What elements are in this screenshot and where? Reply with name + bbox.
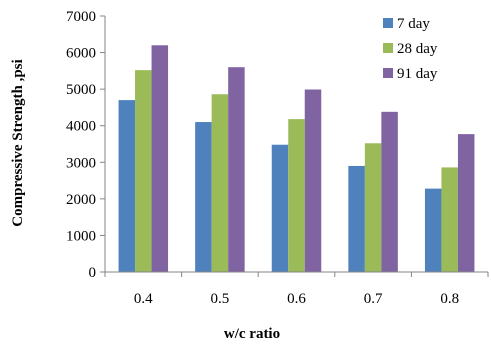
y-tick-label-4000: 4000 [66, 119, 96, 135]
y-tick-label-3000: 3000 [66, 155, 96, 171]
bar-91-day-0.4 [151, 45, 169, 273]
bars-group [118, 45, 475, 273]
legend-swatch-7-day [383, 18, 393, 28]
bar-7-day-0.4 [118, 100, 136, 272]
x-tick-label-0.4: 0.4 [134, 291, 153, 307]
y-tick-label-2000: 2000 [66, 192, 96, 208]
bar-7-day-0.8 [424, 188, 442, 272]
legend-swatch-91-day [383, 68, 393, 78]
bar-91-day-0.6 [304, 89, 322, 272]
y-axis-title: Compressive Strength ,psi [10, 59, 26, 226]
bar-28-day-0.6 [288, 119, 305, 272]
legend-label-7-day: 7 day [397, 16, 430, 32]
x-axis-title: w/c ratio [224, 326, 280, 342]
bar-28-day-0.5 [211, 94, 229, 272]
x-tick-label-0.7: 0.7 [364, 291, 383, 307]
legend: 7 day 28 day 91 day [383, 16, 438, 82]
x-tick-label-0.5: 0.5 [211, 291, 230, 307]
bar-91-day-0.8 [457, 134, 475, 272]
x-tick-label-0.6: 0.6 [287, 291, 306, 307]
bar-28-day-0.7 [364, 143, 382, 272]
legend-label-28-day: 28 day [397, 41, 438, 57]
bar-91-day-0.7 [381, 111, 398, 272]
y-tick-label-6000: 6000 [66, 46, 96, 62]
bar-7-day-0.7 [348, 165, 365, 272]
y-tick-label-7000: 7000 [66, 9, 96, 25]
ticks-group: 0 1000 2000 3000 4000 5000 6000 7000 0.4 0.5 0.6 0.… [66, 9, 489, 307]
bar-91-day-0.5 [228, 67, 245, 272]
bar-7-day-0.5 [195, 122, 212, 272]
bar-28-day-0.8 [441, 167, 458, 272]
legend-swatch-28-day [383, 43, 393, 53]
y-tick-label-1000: 1000 [66, 228, 96, 244]
axes-group [104, 16, 488, 273]
y-tick-label-0: 0 [89, 265, 97, 281]
legend-label-91-day: 91 day [397, 66, 438, 82]
x-tick-label-0.8: 0.8 [440, 291, 459, 307]
bar-28-day-0.4 [135, 70, 152, 272]
y-tick-label-5000: 5000 [66, 82, 96, 98]
bar-7-day-0.6 [271, 144, 289, 272]
